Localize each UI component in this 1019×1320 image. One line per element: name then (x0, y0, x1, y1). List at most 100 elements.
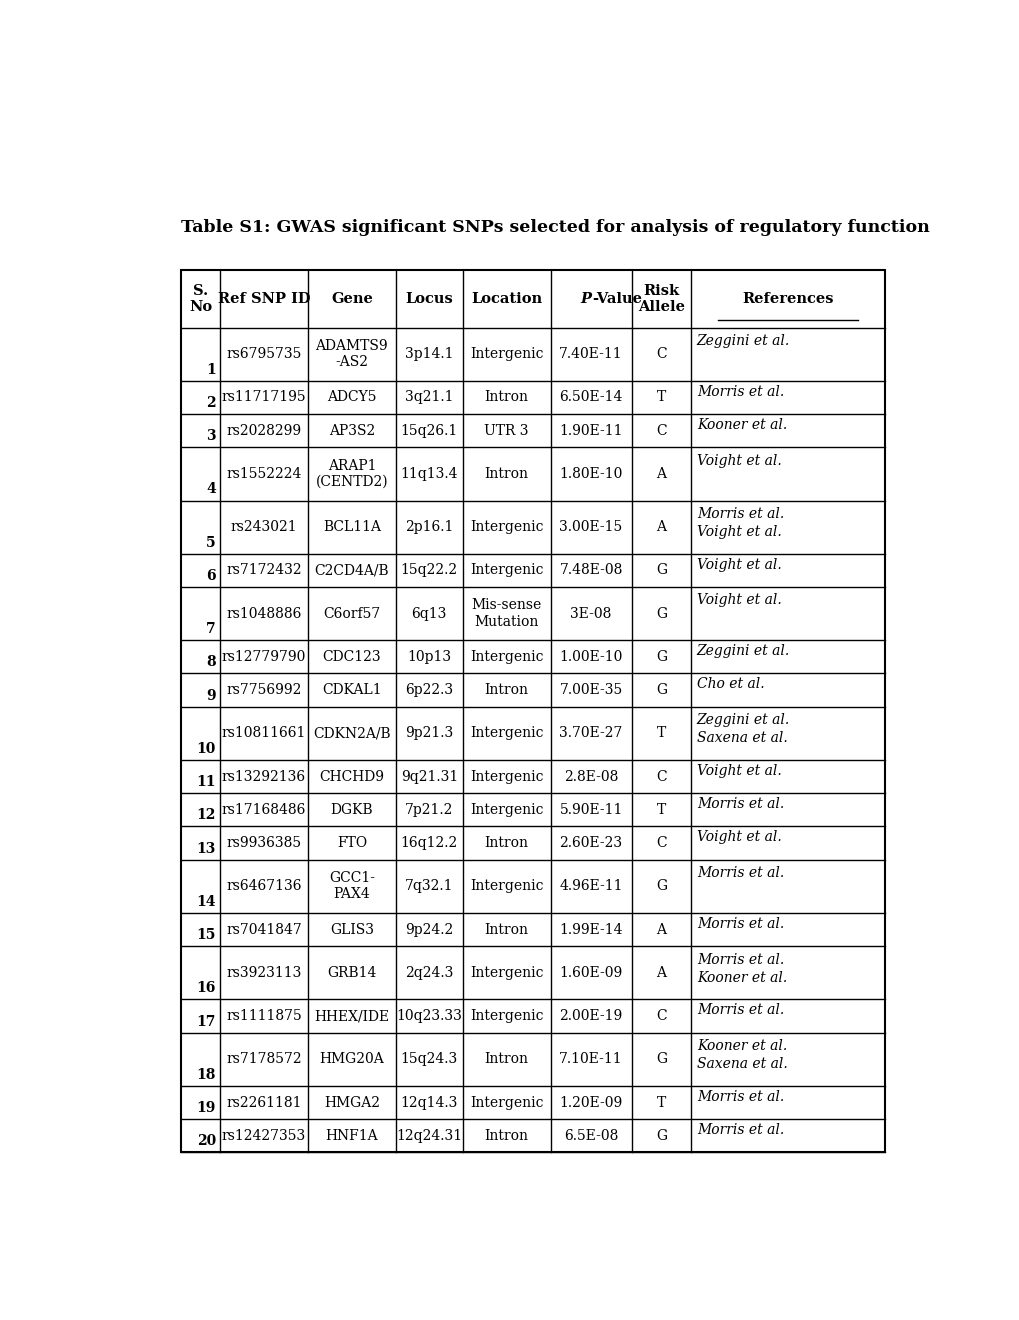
Text: Zeggini et al.: Zeggini et al. (696, 644, 790, 659)
Text: G: G (655, 607, 666, 620)
Text: A: A (656, 966, 665, 979)
Text: GRB14: GRB14 (327, 966, 376, 979)
Text: ARAP1
(CENTD2): ARAP1 (CENTD2) (315, 459, 388, 488)
Text: Mis-sense
Mutation: Mis-sense Mutation (471, 598, 541, 628)
Text: T: T (656, 391, 665, 404)
Text: rs1552224: rs1552224 (226, 467, 302, 480)
Text: C: C (655, 347, 666, 362)
Text: 11q13.4: 11q13.4 (400, 467, 458, 480)
Text: DGKB: DGKB (330, 803, 373, 817)
Text: rs6467136: rs6467136 (226, 879, 302, 894)
Text: 2.8E-08: 2.8E-08 (564, 770, 618, 784)
Text: S.
No: S. No (189, 284, 212, 314)
Text: A: A (656, 923, 665, 937)
Text: Intron: Intron (484, 391, 528, 404)
Text: rs2028299: rs2028299 (226, 424, 302, 438)
Text: A: A (656, 520, 665, 535)
Text: 16q12.2: 16q12.2 (400, 836, 458, 850)
Text: 11: 11 (197, 775, 216, 789)
Text: P: P (580, 292, 590, 306)
Text: 15q22.2: 15q22.2 (400, 564, 458, 577)
Text: 14: 14 (197, 895, 216, 909)
Text: CHCHD9: CHCHD9 (319, 770, 384, 784)
Text: Zeggini et al.: Zeggini et al. (696, 334, 790, 348)
Text: 13: 13 (197, 842, 216, 855)
Text: 6q13: 6q13 (411, 607, 446, 620)
Text: CDC123: CDC123 (322, 649, 381, 664)
Text: CDKAL1: CDKAL1 (322, 684, 381, 697)
Text: Intergenic: Intergenic (470, 726, 543, 741)
Text: Location: Location (471, 292, 542, 306)
Text: 7.40E-11: 7.40E-11 (558, 347, 623, 362)
Text: Gene: Gene (330, 292, 372, 306)
Text: 3.70E-27: 3.70E-27 (558, 726, 623, 741)
Text: rs3923113: rs3923113 (226, 966, 302, 979)
Text: 8: 8 (206, 656, 216, 669)
Text: HNF1A: HNF1A (325, 1129, 378, 1143)
Text: AP3S2: AP3S2 (328, 424, 375, 438)
Text: Intergenic: Intergenic (470, 966, 543, 979)
Text: 3.00E-15: 3.00E-15 (558, 520, 622, 535)
Text: HMG20A: HMG20A (319, 1052, 384, 1067)
Text: G: G (655, 649, 666, 664)
Text: 3E-08: 3E-08 (570, 607, 611, 620)
Text: 7.10E-11: 7.10E-11 (558, 1052, 623, 1067)
Text: 9: 9 (206, 689, 216, 702)
Text: G: G (655, 564, 666, 577)
Text: rs243021: rs243021 (230, 520, 297, 535)
Text: Intron: Intron (484, 836, 528, 850)
Text: Zeggini et al.: Zeggini et al. (696, 713, 790, 727)
Text: 7q32.1: 7q32.1 (405, 879, 453, 894)
Text: HMGA2: HMGA2 (324, 1096, 379, 1110)
Text: 7p21.2: 7p21.2 (405, 803, 453, 817)
Text: Ref SNP ID: Ref SNP ID (217, 292, 310, 306)
Text: 2: 2 (206, 396, 216, 411)
Text: Intron: Intron (484, 1052, 528, 1067)
Text: 16: 16 (197, 981, 216, 995)
Text: 6.50E-14: 6.50E-14 (558, 391, 623, 404)
Text: 10: 10 (197, 742, 216, 756)
Text: Locus: Locus (405, 292, 452, 306)
Text: Saxena et al.: Saxena et al. (696, 1057, 791, 1072)
Text: C: C (655, 424, 666, 438)
Text: 19: 19 (197, 1101, 216, 1115)
Text: GCC1-
PAX4: GCC1- PAX4 (328, 871, 375, 902)
Text: G: G (655, 1052, 666, 1067)
Text: Table S1: GWAS significant SNPs selected for analysis of regulatory function: Table S1: GWAS significant SNPs selected… (181, 219, 929, 236)
Text: 4: 4 (206, 482, 216, 496)
Text: 1.99E-14: 1.99E-14 (558, 923, 623, 937)
Text: 12: 12 (197, 808, 216, 822)
Text: Intergenic: Intergenic (470, 347, 543, 362)
Text: rs17168486: rs17168486 (221, 803, 306, 817)
Text: Morris et al.: Morris et al. (696, 507, 784, 521)
Text: Intergenic: Intergenic (470, 564, 543, 577)
Text: Intergenic: Intergenic (470, 879, 543, 894)
Text: 5.90E-11: 5.90E-11 (558, 803, 623, 817)
Text: Morris et al.: Morris et al. (696, 1090, 784, 1104)
Text: Voight et al.: Voight et al. (696, 558, 786, 572)
Text: 1.00E-10: 1.00E-10 (558, 649, 623, 664)
Text: 15q24.3: 15q24.3 (400, 1052, 458, 1067)
Text: -Value: -Value (591, 292, 641, 306)
Text: C: C (655, 770, 666, 784)
Text: Intron: Intron (484, 684, 528, 697)
Text: Intergenic: Intergenic (470, 770, 543, 784)
Text: Voight et al.: Voight et al. (696, 594, 786, 607)
Text: Saxena et al.: Saxena et al. (696, 731, 791, 746)
Text: Intergenic: Intergenic (470, 649, 543, 664)
Text: 5: 5 (206, 536, 216, 549)
Text: rs9936385: rs9936385 (226, 836, 302, 850)
Text: Intergenic: Intergenic (470, 520, 543, 535)
Text: 12q24.31: 12q24.31 (395, 1129, 462, 1143)
Text: References: References (742, 292, 833, 306)
Text: Intron: Intron (484, 923, 528, 937)
Text: 18: 18 (197, 1068, 216, 1082)
Text: 1.60E-09: 1.60E-09 (558, 966, 622, 979)
Text: ADAMTS9
-AS2: ADAMTS9 -AS2 (315, 339, 388, 370)
Text: 6: 6 (206, 569, 216, 583)
Text: C2CD4A/B: C2CD4A/B (314, 564, 389, 577)
Text: GLIS3: GLIS3 (329, 923, 374, 937)
Text: Intergenic: Intergenic (470, 1096, 543, 1110)
Text: 6p22.3: 6p22.3 (405, 684, 452, 697)
Text: 2q24.3: 2q24.3 (405, 966, 453, 979)
